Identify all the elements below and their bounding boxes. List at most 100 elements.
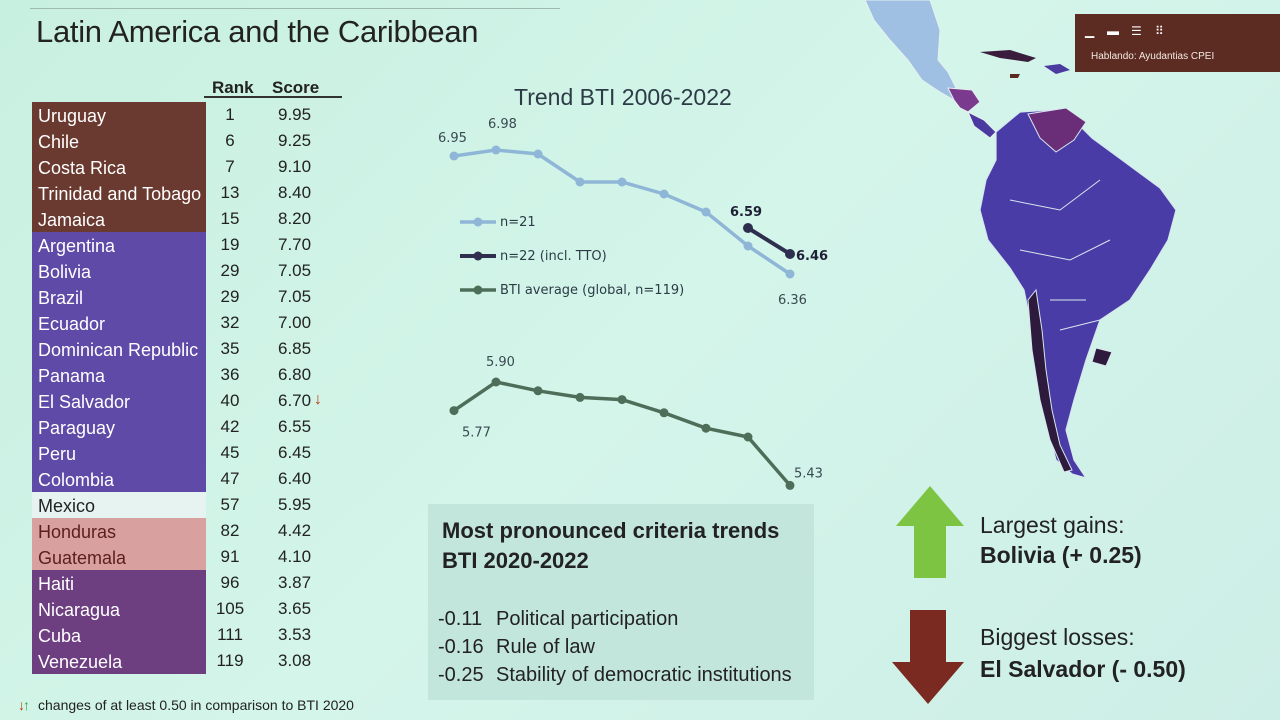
- table-row: Uruguay 1 9.95: [32, 102, 342, 128]
- rank-value: 13: [220, 183, 240, 202]
- table-row: Paraguay 42 6.55: [32, 414, 342, 440]
- score-value: 9.10: [278, 157, 312, 176]
- criteria-value: -0.16: [438, 636, 484, 658]
- rank-value: 1: [225, 105, 235, 124]
- data-point: [659, 408, 669, 418]
- slide-title: Latin America and the Caribbean: [36, 14, 479, 49]
- tile-icon[interactable]: ▬: [1107, 24, 1119, 38]
- data-point: [575, 177, 585, 187]
- table-row: Nicaragua 105 3.65: [32, 596, 342, 622]
- data-point: [701, 423, 711, 433]
- minimize-icon[interactable]: ▁: [1085, 24, 1095, 38]
- losses-value: El Salvador (- 0.50): [980, 656, 1186, 682]
- rank-value: 36: [220, 365, 240, 384]
- rank-value: 35: [220, 339, 240, 358]
- score-value: 5.95: [278, 495, 312, 514]
- criteria-item: -0.25 Stability of democratic institution…: [438, 664, 792, 687]
- country-name: Haiti: [32, 570, 206, 596]
- country-name: El Salvador: [32, 388, 206, 414]
- legend-marker: [473, 285, 483, 295]
- data-label: 6.46: [796, 249, 828, 264]
- grid-icon[interactable]: ⠿: [1155, 24, 1164, 38]
- score-value: 7.05: [278, 287, 312, 306]
- table-row: Honduras 82 4.42: [32, 518, 342, 544]
- country-name: Chile: [32, 128, 206, 154]
- rank-value: 7: [225, 157, 235, 176]
- rank-value: 57: [220, 495, 240, 514]
- criteria-label: Political participation: [496, 608, 679, 630]
- change-arrows-icon: ↓↑: [18, 697, 30, 713]
- country-name: Costa Rica: [32, 154, 206, 180]
- data-point: [491, 145, 501, 155]
- score-value: 3.65: [278, 599, 312, 618]
- table-row: Bolivia 29 7.05: [32, 258, 342, 284]
- country-name: Guatemala: [32, 544, 206, 570]
- legend-marker: [473, 251, 483, 261]
- table-row: Dominican Republic 35 6.85: [32, 336, 342, 362]
- country-name: Uruguay: [32, 102, 206, 128]
- map-hispaniola: [1044, 64, 1070, 74]
- map-jamaica: [1010, 74, 1020, 78]
- data-label: 6.59: [730, 205, 762, 220]
- data-point: [575, 392, 585, 402]
- table-rows: Uruguay 1 9.95 Chile 6 9.25 Costa Rica 7 9.10 Tri…: [32, 102, 342, 674]
- table-row: Trinidad and Tobago 13 8.40: [32, 180, 342, 206]
- legend-label: BTI average (global, n=119): [500, 283, 684, 298]
- rank-value: 82: [220, 521, 240, 540]
- score-value: 6.55: [278, 417, 312, 436]
- legend-label: n=22 (incl. TTO): [500, 249, 607, 264]
- map-cuba: [980, 50, 1036, 62]
- data-point: [449, 151, 459, 161]
- footnote-text: changes of at least 0.50 in comparison t…: [38, 697, 354, 713]
- table-row: Brazil 29 7.05: [32, 284, 342, 310]
- table-row: Peru 45 6.45: [32, 440, 342, 466]
- score-value: 6.85: [278, 339, 312, 358]
- score-value: 6.45: [278, 443, 312, 462]
- speaker-label: Hablando: Ayudantias CPEI: [1091, 51, 1215, 62]
- country-name: Jamaica: [32, 206, 206, 232]
- data-point: [617, 177, 627, 187]
- country-name: Trinidad and Tobago: [32, 180, 206, 206]
- title-rule: [30, 8, 560, 9]
- map-borders: [1009, 179, 1111, 331]
- score-value: 6.70: [278, 391, 312, 410]
- data-point: [785, 249, 795, 259]
- data-point: [701, 207, 711, 217]
- table-row: Jamaica 15 8.20: [32, 206, 342, 232]
- score-value: 6.80: [278, 365, 312, 384]
- map-south-america: [979, 109, 1177, 480]
- data-point: [449, 406, 459, 416]
- rank-value: 15: [220, 209, 240, 228]
- table-row: Venezuela 119 3.08: [32, 648, 342, 674]
- table-row: Haiti 96 3.87: [32, 570, 342, 596]
- data-label: 5.43: [794, 466, 823, 481]
- chart-title: Trend BTI 2006-2022: [514, 84, 732, 110]
- score-value: 4.42: [278, 521, 312, 540]
- data-point: [659, 189, 669, 199]
- criteria-value: -0.11: [438, 608, 483, 630]
- map-mexico: [864, 0, 959, 101]
- score-value: 8.20: [278, 209, 312, 228]
- trend-chart: 6.95 6.98 6.36 6.59 6.46 5.77 5.90 5.43 n=21 n=22…: [438, 117, 828, 490]
- table-row: Chile 6 9.25: [32, 128, 342, 154]
- score-value: 3.53: [278, 625, 312, 644]
- data-label: 5.77: [462, 426, 491, 441]
- list-icon[interactable]: ☰: [1131, 24, 1142, 38]
- score-value: 3.87: [278, 573, 312, 592]
- score-value: 7.05: [278, 261, 312, 280]
- table-row: Guatemala 91 4.10: [32, 544, 342, 570]
- country-name: Mexico: [32, 492, 206, 518]
- criteria-box: Most pronounced criteria trends BTI 2020…: [428, 504, 814, 700]
- table-row: Panama 36 6.80: [32, 362, 342, 388]
- data-point: [533, 149, 543, 159]
- country-name: Bolivia: [32, 258, 206, 284]
- map-central-america: [947, 87, 981, 113]
- country-name: Panama: [32, 362, 206, 388]
- rank-value: 96: [220, 573, 240, 592]
- data-label: 6.98: [488, 117, 517, 132]
- country-name: Cuba: [32, 622, 206, 648]
- table-row: Ecuador 32 7.00: [32, 310, 342, 336]
- criteria-value: -0.25: [438, 664, 484, 686]
- score-value: 3.08: [278, 651, 312, 670]
- rank-value: 19: [220, 235, 240, 254]
